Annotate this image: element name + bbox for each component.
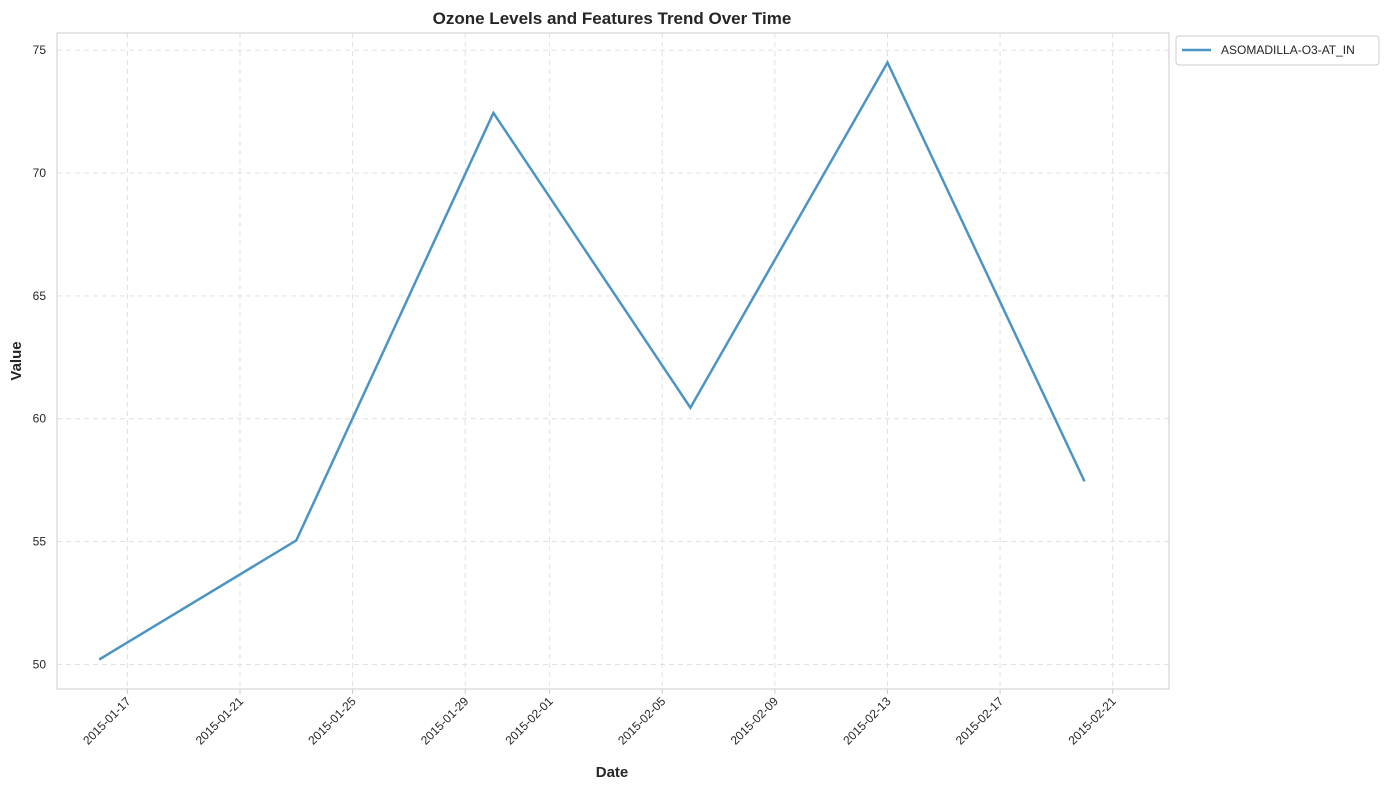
y-tick-label: 60 (33, 412, 47, 426)
plot-area (56, 32, 1170, 690)
grid (57, 33, 1169, 689)
x-tick-label: 2015-02-17 (953, 694, 1007, 748)
x-tick-label: 2015-02-05 (615, 694, 669, 748)
x-tick-label: 2015-01-21 (193, 694, 247, 748)
x-tick-label: 2015-02-01 (502, 694, 556, 748)
series-line (98, 59, 1086, 661)
x-axis-label: Date (596, 764, 629, 781)
x-tick-label: 2015-02-13 (840, 694, 894, 748)
y-tick-label: 75 (33, 43, 47, 57)
chart-title: Ozone Levels and Features Trend Over Tim… (433, 9, 792, 28)
x-tick-label: 2015-01-29 (418, 694, 472, 748)
y-axis-label: Value (8, 341, 25, 380)
legend: ASOMADILLA-O3-AT_IN (1175, 35, 1380, 66)
x-tick-label: 2015-02-21 (1066, 694, 1120, 748)
x-tick-label: 2015-01-25 (305, 694, 359, 748)
x-tick-label: 2015-02-09 (728, 694, 782, 748)
series-layer (98, 59, 1086, 661)
y-tick-label: 70 (33, 166, 47, 180)
y-tick-label: 50 (33, 657, 47, 671)
y-tick-labels: 50 55 60 65 70 75 (33, 43, 47, 671)
legend-box (1175, 35, 1380, 66)
x-tick-label: 2015-01-17 (80, 694, 134, 748)
y-tick-label: 65 (33, 289, 47, 303)
y-tick-label: 55 (33, 535, 47, 549)
legend-label: ASOMADILLA-O3-AT_IN (1221, 43, 1355, 57)
x-tick-labels: 2015-01-17 2015-01-21 2015-01-25 2015-01-29… (80, 689, 1119, 748)
